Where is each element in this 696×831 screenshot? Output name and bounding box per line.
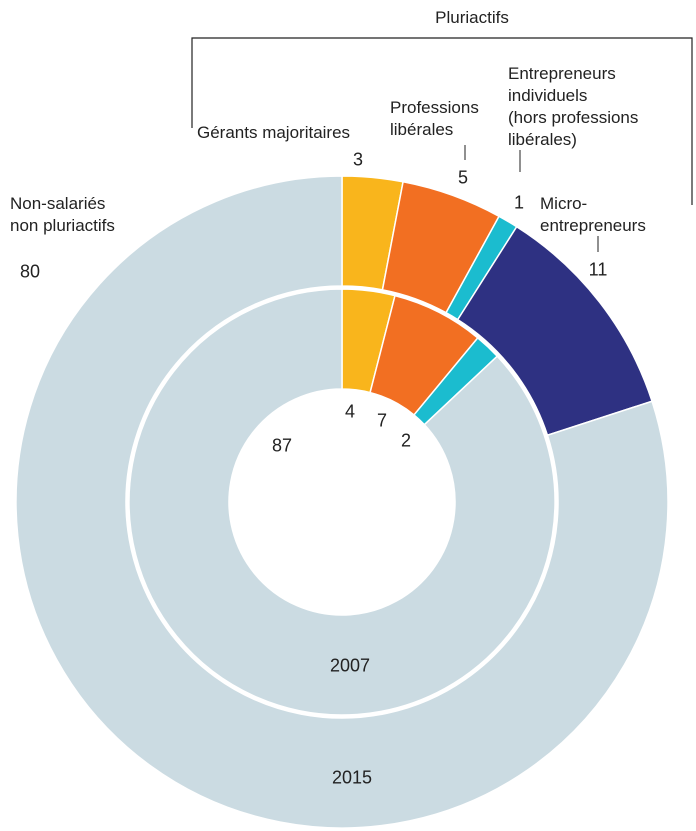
series-label: 2007 — [329, 655, 371, 676]
group-bracket — [191, 37, 693, 205]
value-label: 3 — [352, 149, 364, 170]
donut-segment — [128, 288, 556, 716]
value-label: 87 — [271, 435, 293, 456]
category-label: Entrepreneurs individuels (hors professi… — [508, 64, 639, 149]
series-label: 2015 — [331, 767, 373, 788]
value-label: 5 — [457, 167, 469, 188]
value-label: 11 — [588, 259, 608, 280]
category-label: Non-salariés non pluriactifs — [10, 194, 115, 235]
donut-segment — [15, 175, 669, 829]
category-label: Micro-entrepreneurs — [540, 194, 646, 235]
value-label: 7 — [376, 410, 388, 431]
value-label: 2 — [400, 430, 412, 451]
value-label: 4 — [344, 401, 356, 422]
category-label: Gérants majoritaires — [197, 123, 351, 142]
category-label: Professions libérales — [390, 98, 479, 139]
value-label: 1 — [513, 192, 525, 213]
value-label: 80 — [19, 261, 41, 282]
group-label: Pluriactifs — [435, 8, 509, 27]
